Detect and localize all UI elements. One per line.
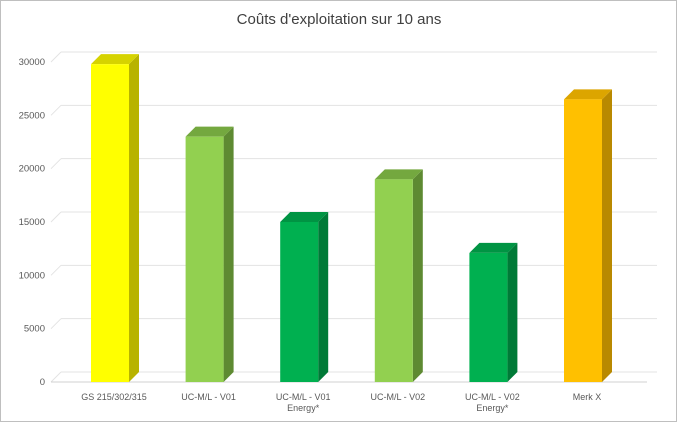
gridline-slant [50, 158, 62, 170]
y-tick-label: 30000 [19, 57, 45, 68]
bar [469, 242, 518, 382]
bar-front [564, 99, 602, 382]
bar-side [412, 169, 423, 382]
bar-top [185, 126, 234, 137]
y-tick-label: 15000 [19, 217, 45, 228]
bar-side [129, 54, 139, 383]
bar-front [374, 179, 413, 382]
gridline-slant [50, 371, 62, 383]
gridline-slant [50, 211, 62, 223]
bar-top [374, 169, 423, 180]
bar-top [469, 242, 518, 253]
grid-layer [50, 51, 657, 383]
bar [280, 212, 329, 382]
y-tick-label: 10000 [19, 270, 45, 281]
y-axis: 0 5000 10000 15000 20000 25000 30000 [19, 57, 45, 388]
x-category-label: UC-M/L - V02 [465, 392, 520, 402]
x-category-label: GS 215/302/315 [81, 392, 147, 402]
bar [91, 54, 139, 383]
gridline-slant [50, 264, 62, 276]
y-tick-label: 5000 [24, 324, 45, 335]
x-category-label: UC-M/L - V02 [370, 392, 425, 402]
bar-side [318, 212, 329, 382]
y-tick-label: 25000 [19, 110, 45, 121]
y-tick-label: 0 [40, 377, 45, 388]
bar [564, 89, 612, 382]
bar-side [507, 242, 518, 382]
bar-top [280, 212, 329, 222]
bar-front [91, 64, 129, 382]
gridline-slant [50, 51, 62, 63]
x-category-label: Merk X [573, 392, 602, 402]
x-category-label: Energy* [287, 403, 320, 413]
bar-front [280, 222, 319, 382]
bars [91, 54, 612, 383]
gridline-slant [50, 104, 62, 116]
y-tick-label: 20000 [19, 164, 45, 175]
bar-top [564, 89, 612, 100]
bar [374, 169, 423, 382]
x-category-label: UC-M/L - V01 [276, 392, 331, 402]
x-category-label: Energy* [476, 403, 509, 413]
bar-front [185, 136, 224, 382]
chart-title: Coûts d'exploitation sur 10 ans [237, 11, 442, 28]
bar-top [91, 54, 139, 65]
bar-side [602, 89, 612, 382]
x-axis: GS 215/302/315 UC-M/L - V01 UC-M/L - V01En… [81, 392, 601, 413]
x-category-label: UC-M/L - V01 [181, 392, 236, 402]
gridline-slant [50, 318, 62, 330]
bar-front [469, 252, 508, 382]
bar-side [223, 126, 234, 383]
bar [185, 126, 234, 383]
